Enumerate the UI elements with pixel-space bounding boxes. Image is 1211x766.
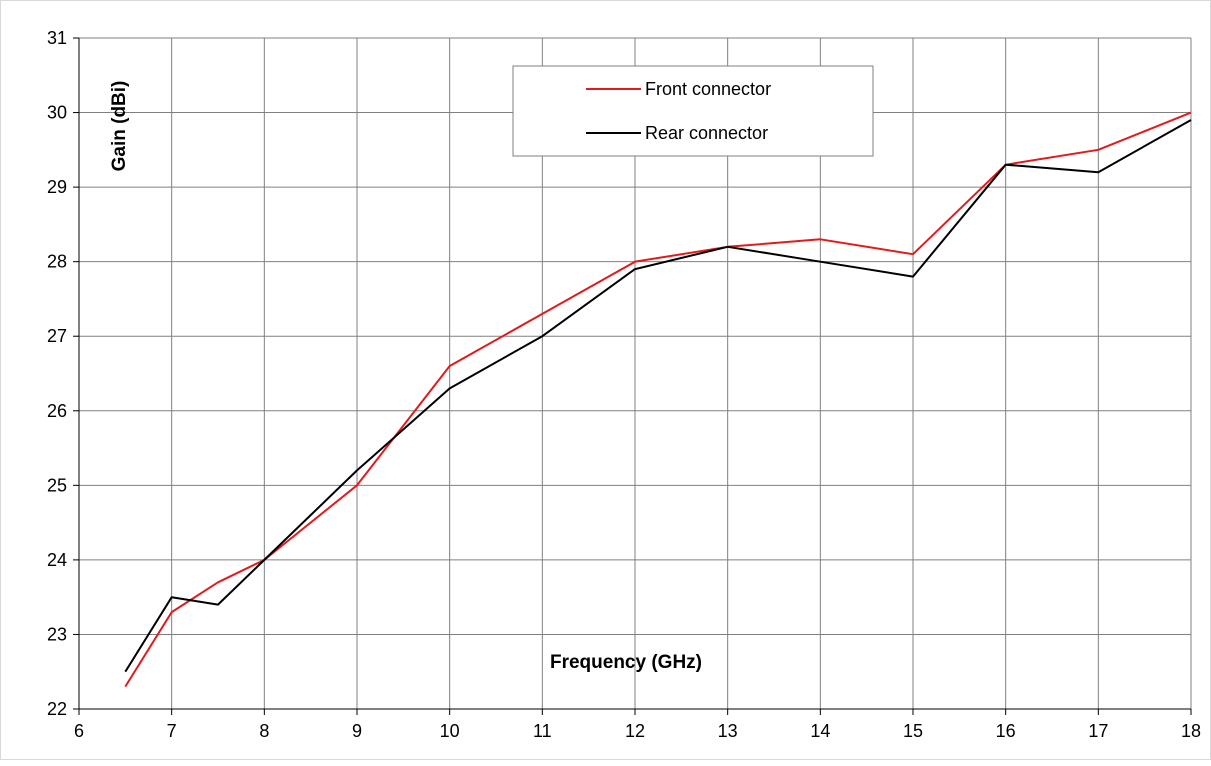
axes [73,37,1192,715]
x-tick-label-17: 17 [1088,721,1108,741]
y-tick-label-30: 30 [47,103,67,123]
x-tick-label-6: 6 [74,721,84,741]
y-tick-label-28: 28 [47,252,67,272]
legend: Front connector Rear connector [512,65,874,157]
series-line-front-connector [124,111,1192,688]
y-tick-label-22: 22 [47,699,67,719]
y-tick-label-27: 27 [47,326,67,346]
x-tick-label-14: 14 [810,721,830,741]
x-tick-label-11: 11 [533,721,552,741]
x-tick-label-16: 16 [996,721,1016,741]
x-tick-label-8: 8 [259,721,269,741]
x-tick-label-13: 13 [718,721,738,741]
y-tick-label-26: 26 [47,401,67,421]
x-tick-label-12: 12 [625,721,645,741]
y-tick-label-25: 25 [47,475,67,495]
x-tick-label-9: 9 [352,721,362,741]
x-tick-label-18: 18 [1181,721,1201,741]
series-line-rear-connector [124,119,1192,673]
x-tick-label-7: 7 [167,721,177,741]
x-tick-label-10: 10 [440,721,460,741]
y-tick-label-23: 23 [47,624,67,644]
legend-label-front-connector: Front connector [645,79,771,99]
x-tick-label-15: 15 [903,721,923,741]
legend-box [512,65,874,157]
x-axis-label: Frequency (GHz) [550,652,702,673]
y-tick-label-29: 29 [47,177,67,197]
y-axis-label: Gain (dBi) [109,81,130,172]
series-lines [124,111,1192,688]
y-tick-label-24: 24 [47,550,67,570]
tick-labels: 6 7 8 9 10 11 12 13 14 15 16 17 18 22 23 24 25 26 27 28 29 30… [47,28,1201,741]
legend-label-rear-connector: Rear connector [645,123,768,143]
y-tick-label-31: 31 [47,28,67,48]
